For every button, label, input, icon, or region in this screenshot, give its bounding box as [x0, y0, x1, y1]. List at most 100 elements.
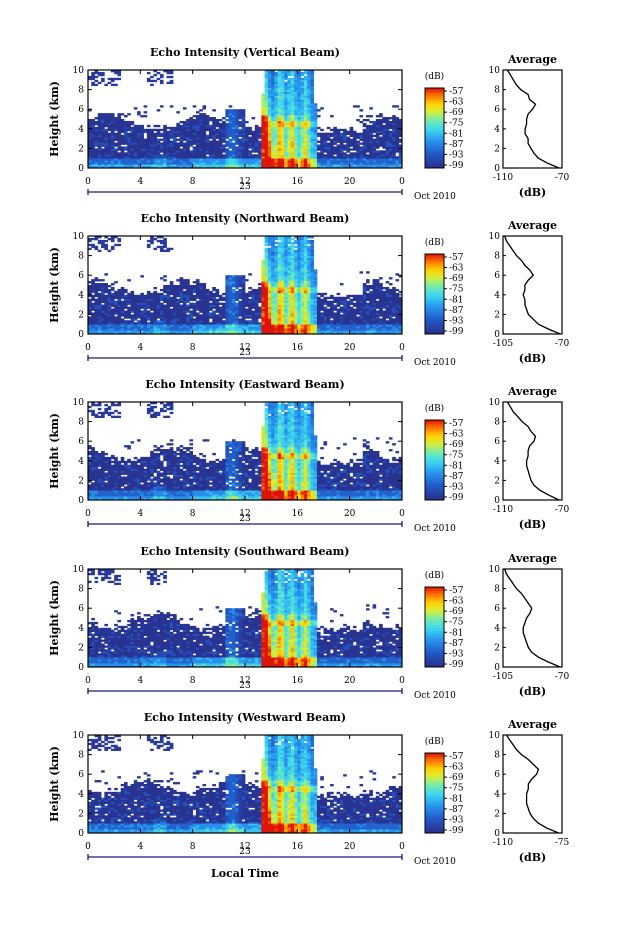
- profile-x-tick-label: -70: [555, 672, 570, 682]
- colorbar-tick-label: -75: [449, 451, 464, 461]
- y-tick-label: 2: [78, 809, 84, 819]
- x-tick-label: 20: [344, 842, 356, 852]
- profile-title: Average: [507, 53, 557, 66]
- day-label: 23: [239, 182, 251, 192]
- colorbar-tick-label: -93: [449, 482, 464, 492]
- profile-title: Average: [507, 552, 557, 565]
- x-tick-label: 0: [399, 343, 405, 353]
- panel-title: Echo Intensity (Vertical Beam): [150, 46, 340, 59]
- month-label: Oct 2010: [414, 691, 456, 701]
- y-tick-label: 0: [78, 496, 84, 506]
- colorbar-tick-label: -63: [449, 98, 464, 108]
- profile-y-tick-label: 0: [494, 164, 500, 174]
- colorbar: (dB) -57-63-69-75-81-87-93-99: [424, 570, 464, 670]
- average-profile: Average 0 2 4 6 8 10 -105 -70 (dB): [489, 552, 570, 698]
- y-tick-label: 4: [78, 457, 84, 467]
- profile-x-label: (dB): [519, 518, 546, 531]
- x-tick-label: 16: [292, 343, 304, 353]
- colorbar-tick-label: -57: [449, 253, 464, 263]
- colorbar-tick-label: -75: [449, 618, 464, 628]
- colorbar-tick-label: -69: [449, 274, 464, 284]
- profile-y-tick-label: 8: [494, 585, 500, 595]
- y-tick-label: 6: [78, 105, 84, 115]
- profile-x-label: (dB): [519, 685, 546, 698]
- colorbar-tick-label: -87: [449, 306, 464, 316]
- colorbar-label: (dB): [425, 403, 444, 414]
- y-tick-label: 10: [73, 66, 85, 76]
- colorbar-tick-label: -81: [449, 295, 464, 305]
- day-label: 23: [239, 681, 251, 691]
- y-axis-label: Height (km): [48, 580, 61, 656]
- x-tick-label: 4: [137, 842, 143, 852]
- panel-title: Echo Intensity (Eastward Beam): [145, 378, 344, 391]
- y-tick-label: 4: [78, 624, 84, 634]
- y-tick-label: 2: [78, 144, 84, 154]
- y-tick-label: 2: [78, 476, 84, 486]
- profile-line: [504, 568, 561, 668]
- month-label: Oct 2010: [414, 358, 456, 368]
- x-tick-label: 0: [85, 509, 91, 519]
- colorbar-tick-label: -57: [449, 419, 464, 429]
- panel-title: Echo Intensity (Northward Beam): [141, 212, 350, 225]
- colorbar-tick-label: -75: [449, 285, 464, 295]
- colorbar-label: (dB): [425, 71, 444, 82]
- colorbar-tick-label: -93: [449, 649, 464, 659]
- y-tick-label: 6: [78, 604, 84, 614]
- profile-y-tick-label: 10: [489, 565, 501, 575]
- colorbar-tick-label: -81: [449, 794, 464, 804]
- colorbar: (dB) -57-63-69-75-81-87-93-99: [424, 403, 464, 503]
- y-tick-label: 0: [78, 330, 84, 340]
- profile-line: [506, 69, 560, 169]
- x-axis-label: Local Time: [211, 867, 279, 880]
- profile-y-tick-label: 2: [494, 310, 500, 320]
- profile-y-tick-label: 2: [494, 809, 500, 819]
- x-tick-label: 4: [137, 676, 143, 686]
- x-tick-label: 12: [239, 343, 250, 353]
- y-axis-label: Height (km): [48, 746, 61, 822]
- heatmap-cells: [88, 735, 403, 834]
- y-tick-label: 8: [78, 418, 84, 428]
- colorbar: (dB) -57-63-69-75-81-87-93-99: [424, 736, 464, 836]
- x-tick-label: 4: [137, 343, 143, 353]
- profile-y-tick-label: 8: [494, 751, 500, 761]
- panel-title: Echo Intensity (Southward Beam): [141, 545, 350, 558]
- y-tick-label: 8: [78, 86, 84, 96]
- profile-x-tick-label: -110: [493, 173, 513, 183]
- profile-x-label: (dB): [519, 851, 546, 864]
- profile-y-tick-label: 8: [494, 252, 500, 262]
- colorbar-tick-label: -69: [449, 440, 464, 450]
- profile-y-tick-label: 4: [494, 291, 500, 301]
- profile-y-tick-label: 0: [494, 829, 500, 839]
- profile-y-tick-label: 8: [494, 86, 500, 96]
- colorbar-tick-label: -69: [449, 108, 464, 118]
- x-tick-label: 16: [292, 676, 304, 686]
- y-axis-label: Height (km): [48, 81, 61, 157]
- month-label: Oct 2010: [414, 192, 456, 202]
- y-tick-label: 10: [73, 731, 85, 741]
- colorbar: (dB) -57-63-69-75-81-87-93-99: [424, 71, 464, 171]
- y-tick-label: 6: [78, 437, 84, 447]
- profile-y-tick-label: 6: [494, 604, 500, 614]
- x-tick-label: 20: [344, 343, 356, 353]
- x-tick-label: 8: [190, 842, 196, 852]
- colorbar-tick-label: -57: [449, 87, 464, 97]
- heatmap-panel-3: Echo Intensity (Eastward Beam) Height (km…: [48, 378, 570, 534]
- y-tick-label: 2: [78, 310, 84, 320]
- x-tick-label: 16: [292, 842, 304, 852]
- colorbar-label: (dB): [425, 736, 444, 747]
- y-tick-label: 6: [78, 770, 84, 780]
- day-label: 23: [239, 514, 251, 524]
- y-tick-label: 4: [78, 125, 84, 135]
- colorbar-tick-label: -93: [449, 815, 464, 825]
- profile-line: [505, 734, 559, 834]
- colorbar-tick-label: -81: [449, 628, 464, 638]
- x-tick-label: 8: [190, 676, 196, 686]
- profile-y-tick-label: 8: [494, 418, 500, 428]
- x-tick-label: 4: [137, 509, 143, 519]
- colorbar-tick-label: -93: [449, 150, 464, 160]
- y-tick-label: 0: [78, 164, 84, 174]
- profile-y-tick-label: 0: [494, 330, 500, 340]
- average-profile: Average 0 2 4 6 8 10 -110 -70 (dB): [489, 53, 570, 199]
- colorbar-tick-label: -57: [449, 586, 464, 596]
